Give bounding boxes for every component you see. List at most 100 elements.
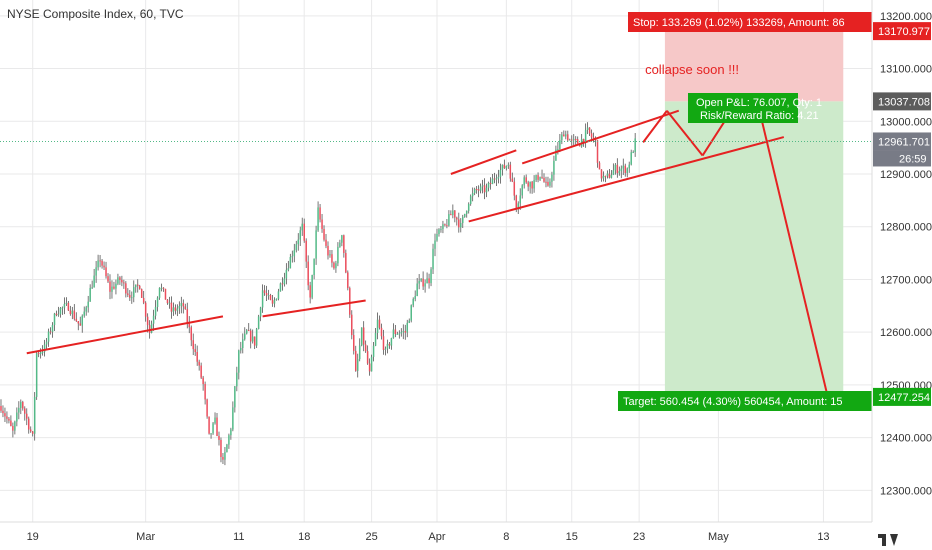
candle [228, 435, 230, 445]
last-price-tag-bg [873, 132, 931, 151]
y-tick-label: 13100.000 [880, 64, 932, 76]
candle [374, 332, 377, 346]
candle [35, 353, 38, 397]
candle [463, 213, 466, 217]
candle [10, 420, 12, 426]
candle [51, 325, 54, 332]
candle [479, 186, 482, 191]
candle [475, 189, 478, 191]
candle [327, 245, 329, 256]
x-tick-label: 23 [633, 531, 645, 543]
candle [370, 356, 373, 372]
candle [360, 327, 363, 346]
candle [586, 127, 589, 131]
candle [180, 303, 183, 307]
trendline[interactable] [761, 121, 829, 396]
last-price-tag: 12961.701 [873, 132, 931, 151]
candle [216, 417, 218, 437]
candle [525, 177, 527, 183]
candle [0, 406, 2, 411]
trendline[interactable] [262, 299, 366, 318]
candle [2, 410, 4, 414]
candle [208, 416, 210, 434]
candle [420, 278, 422, 281]
candle [366, 351, 369, 364]
pnl-tag-bg [688, 93, 798, 123]
candle [527, 182, 529, 187]
candle [194, 349, 196, 352]
candle [434, 240, 436, 249]
trendline[interactable] [468, 136, 785, 223]
entry-price-tag: 13037.708 [873, 92, 931, 111]
candle [571, 139, 573, 141]
candle [400, 332, 403, 334]
candle [138, 285, 141, 290]
candle [198, 361, 200, 366]
trendline[interactable] [642, 110, 668, 143]
candle [422, 278, 424, 287]
candle [295, 244, 298, 251]
countdown-text: 26:59 [899, 153, 927, 165]
y-tick-label: 13200.000 [880, 11, 932, 23]
trendline[interactable] [666, 110, 704, 157]
candle [543, 177, 545, 182]
trendline[interactable] [450, 149, 517, 175]
candle [620, 168, 623, 172]
candle [347, 272, 349, 289]
candle [144, 302, 147, 317]
candle [354, 350, 357, 371]
candle [414, 296, 416, 299]
candle [610, 174, 613, 178]
pnl-text: Open P&L: 76.007, Qty: 1 [696, 97, 822, 109]
candle [71, 310, 74, 315]
candle [517, 203, 519, 210]
candle [49, 331, 52, 333]
candle [8, 418, 10, 421]
candle [505, 166, 508, 169]
trendline[interactable] [26, 315, 224, 355]
candle [622, 165, 625, 169]
candle [267, 295, 270, 297]
countdown-bg [873, 150, 931, 167]
candle [339, 242, 341, 247]
candle [356, 359, 359, 371]
candle [440, 229, 442, 231]
candle [572, 138, 575, 140]
candle [576, 139, 579, 144]
candle [549, 181, 551, 186]
candle [26, 413, 28, 419]
trendlines[interactable] [26, 99, 829, 396]
candle [519, 195, 521, 204]
candle [404, 331, 407, 333]
x-tick-label: 13 [817, 531, 829, 543]
candle [285, 269, 288, 279]
candle [533, 180, 535, 189]
candle [501, 164, 504, 171]
candle [99, 260, 101, 262]
candle [547, 181, 549, 186]
candle [289, 257, 292, 269]
candle [343, 235, 345, 253]
candle [456, 217, 458, 220]
candle [115, 283, 117, 289]
candle [345, 252, 347, 273]
candle [465, 210, 468, 214]
candle [396, 333, 399, 335]
candle [166, 299, 169, 304]
candle [135, 284, 137, 288]
candle [247, 330, 250, 332]
trendline[interactable] [521, 109, 680, 165]
x-tick-label: 19 [27, 531, 39, 543]
candle [452, 210, 454, 216]
candle [69, 310, 72, 315]
candle [539, 176, 541, 180]
candle [349, 288, 351, 315]
candle [16, 412, 18, 422]
entry-price-tag-text: 13037.708 [878, 96, 930, 108]
candle [192, 340, 194, 350]
candle [335, 263, 337, 269]
candle [545, 181, 547, 183]
